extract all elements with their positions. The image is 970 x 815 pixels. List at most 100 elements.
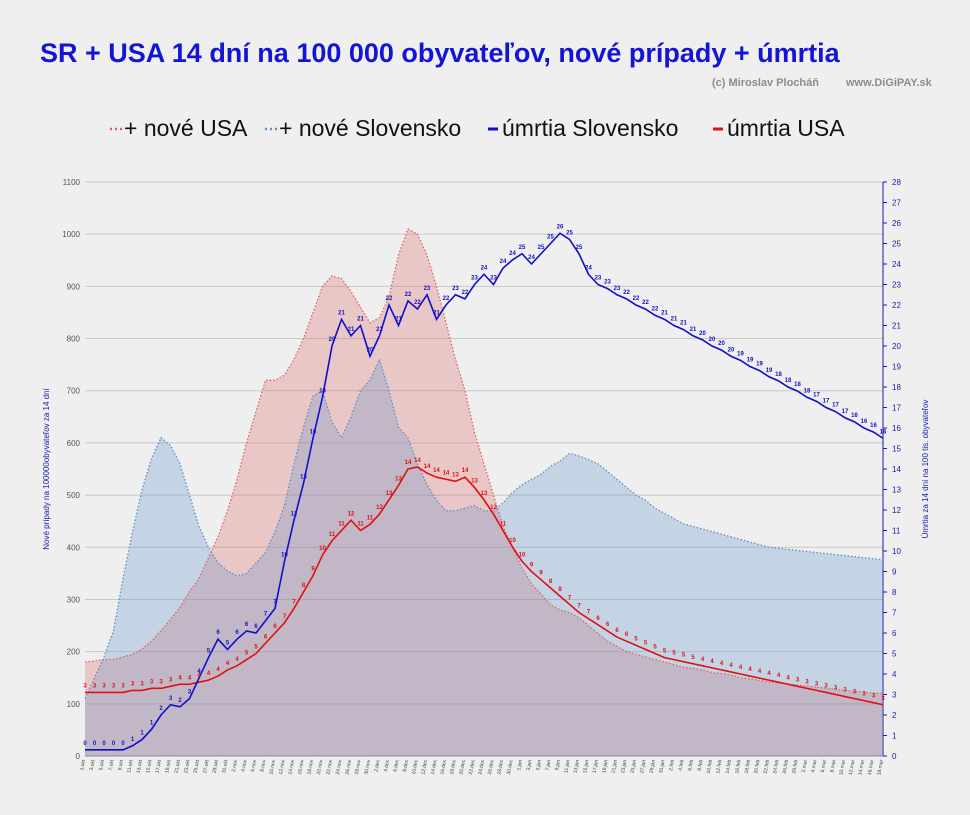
data-label-usa-deaths: 5 — [682, 653, 686, 659]
data-label-usa-deaths: 3 — [121, 683, 125, 689]
data-label-usa-deaths: 3 — [881, 696, 885, 702]
data-label-sk-deaths: 22 — [633, 296, 640, 302]
data-label-usa-deaths: 3 — [843, 688, 847, 694]
y-right-tick-label: 7 — [892, 609, 897, 618]
y-right-tick-label: 19 — [892, 363, 901, 372]
data-label-usa-deaths: 4 — [216, 667, 220, 673]
x-tick-label: 9.okt — [117, 759, 125, 771]
y-right-tick-label: 21 — [892, 322, 901, 331]
data-label-usa-deaths: 5 — [254, 645, 258, 651]
data-label-sk-deaths: 4 — [197, 669, 201, 675]
x-tick-label: 6.nov — [250, 759, 258, 773]
x-tick-label: 10.feb — [706, 759, 714, 774]
data-label-usa-deaths: 8 — [558, 587, 562, 593]
data-label-sk-deaths: 21 — [395, 317, 402, 323]
x-tick-label: 5.okt — [98, 759, 106, 771]
data-label-usa-deaths: 5 — [644, 640, 648, 646]
x-tick-label: 11.jan — [563, 759, 571, 773]
data-label-sk-deaths: 1 — [150, 720, 154, 726]
data-label-sk-deaths: 22 — [642, 300, 649, 306]
data-label-sk-deaths: 25 — [566, 230, 573, 236]
data-label-sk-deaths: 0 — [93, 741, 97, 747]
data-label-usa-deaths: 3 — [112, 683, 116, 689]
y-right-tick-label: 3 — [892, 691, 897, 700]
data-label-usa-deaths: 9 — [530, 563, 534, 569]
legend-label: úmrtia Slovensko — [502, 115, 678, 141]
y-right-tick-label: 28 — [892, 178, 901, 187]
x-tick-label: 20.nov — [316, 759, 325, 775]
x-tick-label: 16.mar — [867, 759, 876, 776]
data-label-usa-deaths: 13 — [395, 476, 402, 482]
series-line-sk-cases — [84, 357, 884, 699]
x-tick-label: 12.dec — [420, 759, 429, 775]
y-right-tick-label: 2 — [892, 711, 897, 720]
data-label-usa-deaths: 4 — [197, 673, 201, 679]
x-tick-label: 3.okt — [89, 759, 97, 771]
series-line-usa-deaths — [85, 466, 884, 706]
data-label-sk-deaths: 25 — [576, 245, 583, 251]
x-tick-label: 16.feb — [734, 759, 742, 774]
data-label-sk-deaths: 23 — [595, 276, 602, 282]
x-tick-label: 2.mar — [801, 759, 809, 773]
y-left-tick-label: 0 — [76, 752, 81, 761]
data-label-sk-deaths: 13 — [300, 474, 307, 480]
data-label-sk-deaths: 21 — [357, 317, 364, 323]
y-right-tick-label: 22 — [892, 301, 901, 310]
x-tick-label: 18.feb — [744, 759, 752, 774]
data-label-sk-deaths: 22 — [462, 290, 469, 296]
y-right-tick-label: 1 — [892, 732, 897, 741]
data-label-usa-deaths: 10 — [519, 552, 526, 558]
data-label-usa-deaths: 14 — [424, 464, 431, 470]
data-label-sk-deaths: 26 — [557, 224, 564, 230]
data-label-usa-deaths: 5 — [672, 651, 676, 657]
data-label-sk-deaths: 0 — [112, 741, 116, 747]
legend-label: + nové Slovensko — [279, 115, 461, 141]
data-label-sk-deaths: 24 — [585, 265, 592, 271]
x-tick-label: 16.dec — [439, 759, 448, 775]
data-label-sk-deaths: 16 — [870, 423, 877, 429]
data-label-usa-deaths: 10 — [319, 546, 326, 552]
y-right-tick-label: 23 — [892, 281, 901, 290]
data-label-usa-deaths: 4 — [739, 665, 743, 671]
y-right-tick-label: 20 — [892, 342, 901, 351]
x-tick-label: 23.okt — [183, 759, 191, 774]
data-label-usa-deaths: 3 — [159, 679, 163, 685]
data-label-usa-deaths: 3 — [834, 686, 838, 692]
data-label-usa-deaths: 14 — [443, 470, 450, 476]
y-right-tick-label: 9 — [892, 568, 897, 577]
data-label-sk-deaths: 5 — [226, 640, 230, 646]
data-label-sk-deaths: 25 — [519, 245, 526, 251]
x-tick-label: 27.okt — [202, 759, 210, 774]
x-tick-label: 10.nov — [268, 759, 277, 775]
data-label-sk-deaths: 6 — [245, 622, 249, 628]
data-label-sk-deaths: 17 — [813, 392, 820, 398]
data-label-usa-deaths: 4 — [786, 675, 790, 681]
data-label-usa-deaths: 4 — [226, 661, 230, 667]
y-left-tick-label: 900 — [67, 282, 81, 291]
data-label-sk-deaths: 20 — [699, 331, 706, 337]
data-label-sk-deaths: 17 — [823, 399, 830, 405]
data-label-sk-deaths: 16 — [310, 429, 317, 435]
data-label-sk-deaths: 22 — [414, 300, 421, 306]
y-right-tick-label: 24 — [892, 260, 901, 269]
y-left-axis-title: Nové prípady na 100000obyvateľov za 14 d… — [42, 387, 51, 549]
data-label-usa-deaths: 12 — [348, 511, 355, 517]
data-label-usa-deaths: 5 — [245, 651, 249, 657]
data-label-sk-deaths: 20 — [709, 337, 716, 343]
y-right-tick-label: 6 — [892, 629, 897, 638]
data-label-sk-deaths: 18 — [804, 388, 811, 394]
plot-area — [85, 182, 883, 756]
y-left-tick-label: 1000 — [62, 230, 80, 239]
data-label-usa-deaths: 6 — [264, 634, 268, 640]
x-tick-label: 23.jan — [620, 759, 628, 774]
y-right-tick-label: 15 — [892, 445, 901, 454]
legend-label: úmrtia USA — [727, 115, 845, 141]
x-tick-label: 15.okt — [145, 759, 153, 774]
x-tick-label: 31.jan — [658, 759, 666, 774]
x-tick-label: 5.jan — [535, 759, 543, 771]
x-tick-label: 1.jan — [516, 759, 524, 771]
x-tick-label: 7.okt — [108, 759, 116, 771]
data-label-usa-deaths: 3 — [805, 679, 809, 685]
data-label-sk-deaths: 17 — [832, 403, 839, 409]
x-tick-label: 21.jan — [611, 759, 619, 774]
